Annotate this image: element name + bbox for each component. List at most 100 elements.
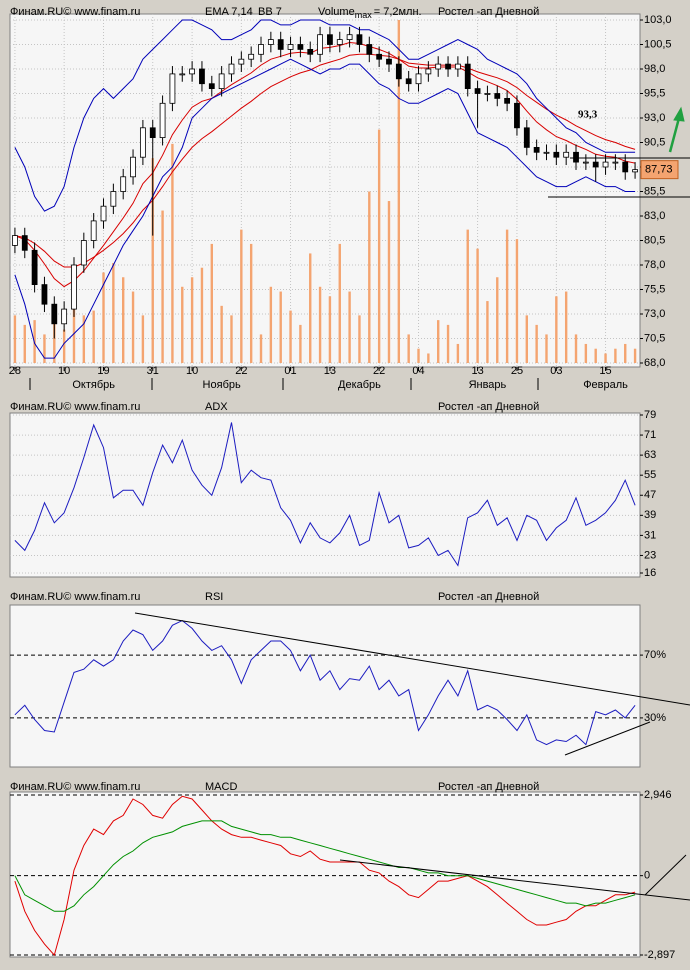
volume-max: = 7,2млн. [374,6,422,18]
candle-body [523,127,530,148]
volume-bar [62,329,66,363]
volume-bar [377,129,381,363]
y-tick-label: 78,0 [644,259,665,271]
instrument-label: Ростел -ап Дневной [438,591,539,603]
volume-bar [624,343,627,363]
candle-body [405,78,412,85]
line [14,422,636,567]
volume-bar [220,305,223,363]
candle-body [110,191,117,207]
source-label: Финам.RU© www.finam.ru [10,6,140,18]
y-tick-label: 30% [644,712,666,724]
volume-label: Volume [318,6,355,18]
volume-bar [368,191,371,363]
volume-bar [112,262,115,363]
candle-body [189,68,196,75]
y-tick-label: 68,0 [644,357,665,369]
volume-bar [309,253,312,363]
volume-bar [279,291,282,363]
volume-bar [466,229,469,363]
volume-bar [210,243,213,363]
line [14,820,636,912]
candle-body [474,88,481,94]
y-tick-label: 80,5 [644,234,665,246]
arrow-head [673,106,685,122]
x-tick-label: 28 [9,365,21,377]
volume-bar [72,305,76,363]
x-tick-label: 13 [471,365,483,377]
source-label: Финам.RU© www.finam.ru [10,591,140,603]
y-tick-label: 31 [644,529,656,541]
volume-bar [397,20,401,363]
month-label: Октябрь [72,379,115,391]
volume-bar [151,158,154,363]
candle-body [602,161,609,168]
volume-bar [584,343,588,363]
line [14,620,636,746]
candle-body [464,63,471,89]
volume-bar [190,277,194,363]
candle-body [514,102,520,129]
volume-sub: max [355,10,373,20]
volume-bar [318,286,322,363]
volume-bar [348,291,351,363]
candle-body [199,68,205,85]
volume-bar [574,334,578,363]
x-tick-label: 25 [511,365,523,377]
volume-legend: Volumemax = 7,2млн. [318,6,422,20]
candle-body [612,161,619,164]
candle-body [41,284,48,305]
candle-body [267,39,274,45]
volume-bar [614,348,617,363]
y-tick-label: 63 [644,449,656,461]
candle-body [504,98,511,104]
volume-bar [43,334,46,363]
candle-body [100,205,107,222]
candle-body [582,161,589,164]
y-tick-label: 100,5 [644,38,672,50]
volume-bar [446,324,450,363]
volume-bar [230,315,233,363]
volume-bar [131,291,135,363]
candle-body [622,161,629,173]
volume-bar [240,229,243,363]
y-tick-label: 75,5 [644,283,665,295]
volume-bar [141,315,145,363]
candle-body [494,93,501,99]
month-label: Январь [469,379,507,391]
x-tick-label: 31 [147,365,159,377]
volume-bar [535,324,538,363]
candle-body [346,34,353,41]
candle-body [248,53,255,60]
y-tick-label: 70% [644,649,666,661]
volume-bar [555,296,558,363]
x-tick-label: 15 [599,365,611,377]
volume-bar [289,310,292,363]
candle-body [228,63,235,75]
volume-bar [564,291,568,363]
candle-body [277,39,284,50]
candle-body [287,44,294,50]
decorations [29,106,690,901]
y-tick-label: 39 [644,509,656,521]
volume-bar [496,277,499,363]
candle-body [543,151,550,154]
candle-body [120,176,127,192]
volume-bar [13,315,17,363]
volume-bar [200,267,204,363]
trend-line [134,612,690,706]
trend-line [644,854,687,896]
x-tick-label: 10 [186,365,198,377]
volume-bar [82,315,86,363]
y-tick-label: 47 [644,489,656,501]
candle-body [218,73,225,90]
candle-body [327,34,333,45]
trend-line [339,859,690,901]
plot-area [9,604,641,768]
y-tick-label: 85,5 [644,185,665,197]
plot-area [9,13,641,368]
candle-body [297,44,304,50]
candle-body [21,235,28,251]
candle-body [238,58,245,65]
